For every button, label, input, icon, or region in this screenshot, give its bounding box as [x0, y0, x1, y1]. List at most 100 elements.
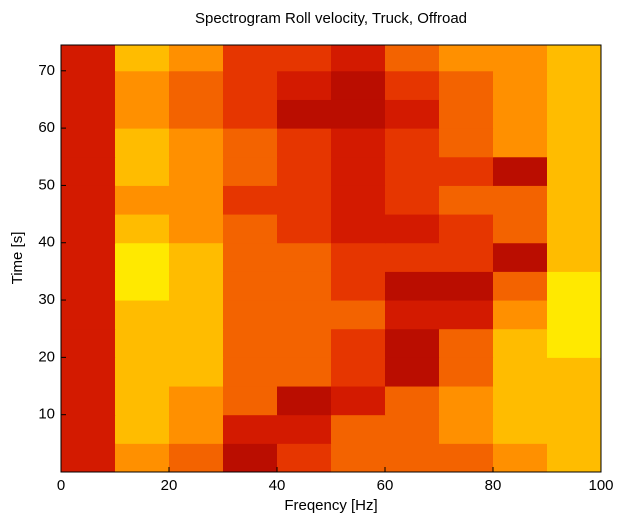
heatmap-cell [61, 328, 116, 358]
heatmap-cell [115, 185, 170, 215]
heatmap-cell [223, 443, 278, 472]
heatmap-cell [439, 386, 494, 416]
heatmap-cell [223, 70, 278, 100]
heatmap-cell [493, 185, 548, 215]
heatmap-cell [385, 156, 440, 186]
heatmap-cell [547, 271, 601, 301]
heatmap-cell [169, 70, 224, 100]
heatmap-cell [493, 45, 548, 72]
heatmap-cell [385, 185, 440, 215]
heatmap-cell [547, 214, 601, 244]
heatmap-cell [61, 357, 116, 387]
heatmap-cell [439, 357, 494, 387]
heatmap-cell [331, 70, 386, 100]
x-tick-label: 20 [161, 477, 178, 494]
heatmap-cell [331, 128, 386, 158]
y-tick-label: 70 [38, 62, 55, 79]
heatmap-cell [547, 443, 601, 472]
heatmap-cell [277, 99, 332, 129]
heatmap-cell [385, 128, 440, 158]
y-tick-label: 60 [38, 119, 55, 136]
plot-frame [60, 44, 602, 473]
heatmap-cell [547, 328, 601, 358]
heatmap-cell [61, 214, 116, 244]
heatmap-cell [493, 300, 548, 330]
heatmap-cell [115, 70, 170, 100]
heatmap-cell [385, 271, 440, 301]
heatmap-cell [169, 185, 224, 215]
heatmap-cell [223, 214, 278, 244]
x-tick-label: 40 [269, 477, 286, 494]
heatmap-cell [169, 328, 224, 358]
heatmap-cell [493, 414, 548, 444]
heatmap-cell [277, 357, 332, 387]
heatmap-cell [277, 271, 332, 301]
x-tick-label: 0 [57, 477, 65, 494]
heatmap-cell [385, 242, 440, 272]
heatmap-cell [115, 271, 170, 301]
heatmap-cell [439, 242, 494, 272]
heatmap-cell [547, 70, 601, 100]
heatmap-cell [439, 156, 494, 186]
heatmap-cell [169, 386, 224, 416]
heatmap-cell [493, 99, 548, 129]
heatmap-cell [223, 128, 278, 158]
heatmap-cell [61, 443, 116, 472]
heatmap-cell [439, 128, 494, 158]
heatmap-cell [385, 414, 440, 444]
heatmap-cell [277, 128, 332, 158]
heatmap-cell [61, 271, 116, 301]
heatmap-cell [547, 242, 601, 272]
heatmap-cell [61, 414, 116, 444]
heatmap-cell [277, 185, 332, 215]
heatmap [61, 45, 601, 472]
heatmap-cell [331, 271, 386, 301]
heatmap-cell [385, 70, 440, 100]
heatmap-cell [61, 128, 116, 158]
heatmap-cell [169, 45, 224, 72]
heatmap-cell [223, 45, 278, 72]
heatmap-cell [547, 156, 601, 186]
x-tick-label: 80 [485, 477, 502, 494]
heatmap-cell [547, 300, 601, 330]
heatmap-cell [169, 214, 224, 244]
heatmap-cell [223, 300, 278, 330]
x-axis-label: Freqency [Hz] [284, 497, 377, 514]
heatmap-cell [439, 214, 494, 244]
heatmap-cell [331, 99, 386, 129]
heatmap-cell [115, 414, 170, 444]
heatmap-cell [493, 357, 548, 387]
heatmap-cell [169, 300, 224, 330]
heatmap-cell [61, 386, 116, 416]
heatmap-cell [331, 386, 386, 416]
x-tick-label: 100 [588, 477, 613, 494]
heatmap-cell [331, 185, 386, 215]
heatmap-cell [277, 328, 332, 358]
y-tick-label: 40 [38, 234, 55, 251]
heatmap-cell [115, 328, 170, 358]
heatmap-cell [223, 386, 278, 416]
heatmap-cell [169, 414, 224, 444]
x-tick-label: 60 [377, 477, 394, 494]
heatmap-cell [277, 443, 332, 472]
y-axis-label: Time [s] [9, 232, 26, 285]
heatmap-cell [385, 328, 440, 358]
heatmap-cell [385, 386, 440, 416]
heatmap-cell [493, 128, 548, 158]
heatmap-cell [331, 443, 386, 472]
heatmap-cell [385, 357, 440, 387]
heatmap-cell [439, 414, 494, 444]
heatmap-cell [439, 300, 494, 330]
heatmap-cell [277, 70, 332, 100]
heatmap-cell [439, 185, 494, 215]
heatmap-cell [115, 242, 170, 272]
heatmap-cell [61, 156, 116, 186]
heatmap-cell [439, 271, 494, 301]
heatmap-cell [115, 99, 170, 129]
heatmap-cell [169, 357, 224, 387]
heatmap-cell [331, 242, 386, 272]
heatmap-cell [277, 214, 332, 244]
y-tick-label: 20 [38, 348, 55, 365]
heatmap-cell [115, 156, 170, 186]
y-tick-label: 10 [38, 406, 55, 423]
